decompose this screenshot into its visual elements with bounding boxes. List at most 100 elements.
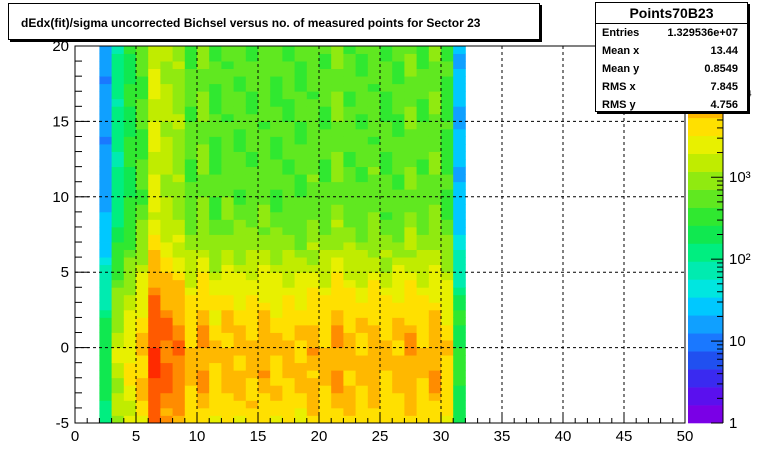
heatmap-cell	[172, 189, 186, 198]
heatmap-cell	[404, 211, 417, 220]
stats-key: Mean y	[602, 63, 640, 75]
heatmap-cell	[294, 204, 308, 213]
heatmap-cell	[270, 204, 283, 213]
heatmap-cell	[294, 98, 308, 107]
heatmap-cell	[221, 53, 234, 62]
heatmap-cell	[111, 294, 125, 303]
heatmap-cell	[258, 166, 271, 175]
heatmap-cell	[294, 355, 308, 364]
heatmap-cell	[441, 385, 454, 394]
heatmap-cell	[367, 392, 381, 401]
heatmap-cell	[367, 370, 381, 379]
heatmap-cell	[136, 347, 149, 356]
heatmap-cell	[172, 61, 186, 70]
heatmap-cell	[184, 309, 198, 318]
heatmap-cell	[148, 385, 161, 394]
heatmap-cell	[270, 83, 283, 92]
heatmap-cell	[380, 61, 393, 70]
heatmap-cell	[123, 392, 137, 401]
heatmap-cell	[294, 181, 308, 190]
heatmap-cell	[355, 98, 369, 107]
heatmap-cell	[221, 128, 234, 137]
heatmap-cell	[306, 226, 320, 235]
heatmap-cell	[160, 332, 173, 341]
heatmap-cell	[392, 151, 405, 160]
heatmap-cell	[258, 279, 271, 288]
heatmap-cell	[270, 294, 283, 303]
heatmap-cell	[453, 392, 466, 401]
heatmap-cell	[319, 196, 332, 205]
heatmap-cell	[404, 294, 417, 303]
heatmap-cell	[367, 219, 381, 228]
heatmap-cell	[270, 61, 283, 70]
heatmap-cell	[428, 400, 442, 409]
heatmap-cell	[453, 151, 466, 160]
heatmap-cell	[99, 392, 112, 401]
heatmap-cell	[319, 377, 332, 386]
heatmap-cell	[453, 317, 466, 326]
heatmap-cell	[282, 249, 295, 258]
heatmap-cell	[441, 61, 454, 70]
heatmap-cell	[197, 53, 210, 62]
heatmap-cell	[209, 332, 222, 341]
heatmap-cell	[136, 272, 149, 281]
heatmap-cell	[209, 415, 222, 424]
heatmap-cell	[111, 332, 125, 341]
heatmap-cell	[258, 76, 271, 85]
heatmap-cell	[123, 242, 137, 250]
heatmap-cell	[258, 294, 271, 303]
heatmap-cell	[392, 340, 405, 348]
heatmap-cell	[453, 377, 466, 386]
heatmap-cell	[392, 324, 405, 333]
heatmap-cell	[404, 121, 417, 130]
heatmap-cell	[160, 355, 173, 364]
heatmap-cell	[111, 309, 125, 318]
heatmap-cell	[136, 76, 149, 85]
heatmap-cell	[99, 332, 112, 341]
heatmap-cell	[172, 294, 186, 303]
heatmap-cell	[441, 166, 454, 175]
stats-row-entries: Entries 1.329536e+07	[596, 24, 747, 42]
heatmap-cell	[270, 113, 283, 122]
heatmap-cell	[258, 400, 271, 409]
heatmap-cell	[221, 332, 234, 341]
heatmap-cell	[209, 98, 222, 107]
heatmap-cells	[99, 46, 466, 424]
heatmap-cell	[282, 272, 295, 281]
heatmap-cell	[136, 317, 149, 326]
heatmap-cell	[404, 362, 417, 371]
heatmap-cell	[209, 83, 222, 92]
heatmap-cell	[428, 98, 442, 107]
heatmap-cell	[221, 407, 234, 416]
heatmap-cell	[428, 332, 442, 341]
heatmap-cell	[428, 106, 442, 115]
z-tick-label: 10	[729, 333, 746, 350]
heatmap-cell	[245, 83, 259, 92]
heatmap-cell	[209, 355, 222, 364]
heatmap-cell	[319, 166, 332, 175]
heatmap-cell	[197, 279, 210, 288]
heatmap-cell	[160, 159, 173, 168]
color-scale-step	[688, 315, 723, 334]
heatmap-cell	[99, 362, 112, 371]
heatmap-cell	[343, 76, 356, 85]
heatmap-cell	[123, 287, 137, 296]
heatmap-cell	[136, 264, 149, 273]
x-tick-label: 20	[311, 428, 328, 445]
heatmap-cell	[343, 279, 356, 288]
heatmap-cell	[392, 181, 405, 190]
heatmap-cell	[172, 91, 186, 100]
heatmap-cell	[355, 189, 369, 198]
heatmap-cell	[380, 302, 393, 311]
heatmap-cell	[367, 347, 381, 356]
heatmap-cell	[453, 385, 466, 394]
heatmap-cell	[294, 264, 308, 273]
heatmap-cell	[184, 76, 198, 85]
heatmap-cell	[404, 159, 417, 168]
heatmap-cell	[270, 302, 283, 311]
heatmap-cell	[343, 272, 356, 281]
heatmap-cell	[184, 355, 198, 364]
heatmap-cell	[331, 377, 344, 386]
heatmap-cell	[172, 317, 186, 326]
heatmap-cell	[392, 400, 405, 409]
